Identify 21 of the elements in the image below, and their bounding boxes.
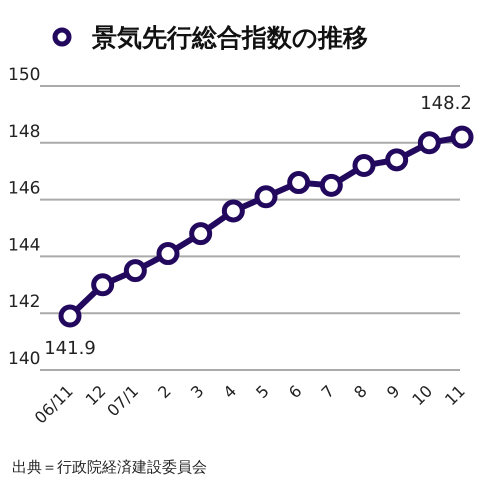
x-tick-label: 3: [186, 381, 208, 402]
data-label: 148.2: [420, 93, 472, 114]
x-tick-label: 9: [382, 381, 404, 402]
y-tick-label: 142: [8, 292, 40, 312]
data-label: 141.9: [44, 338, 96, 360]
x-tick-label: 2: [154, 381, 175, 402]
x-tick-label: 11: [440, 381, 469, 410]
x-tick-label: 7: [318, 381, 338, 402]
y-tick-label: 150: [8, 65, 40, 85]
legend-label: 景気先行総合指数の推移: [91, 23, 368, 52]
x-tick-label: 12: [82, 381, 110, 410]
source-note: 出典＝行政院経済建設委員会: [12, 458, 207, 476]
x-tick-label: 8: [350, 381, 371, 402]
y-tick-label: 148: [8, 122, 40, 142]
y-tick-label: 146: [8, 178, 40, 199]
x-tick-label: 5: [252, 381, 273, 402]
x-tick-label: 6: [284, 381, 306, 402]
y-tick-label: 144: [8, 235, 40, 256]
x-tick-label: 4: [220, 381, 240, 402]
x-tick-label: 10: [408, 381, 436, 410]
y-tick-label: 140: [8, 349, 40, 369]
